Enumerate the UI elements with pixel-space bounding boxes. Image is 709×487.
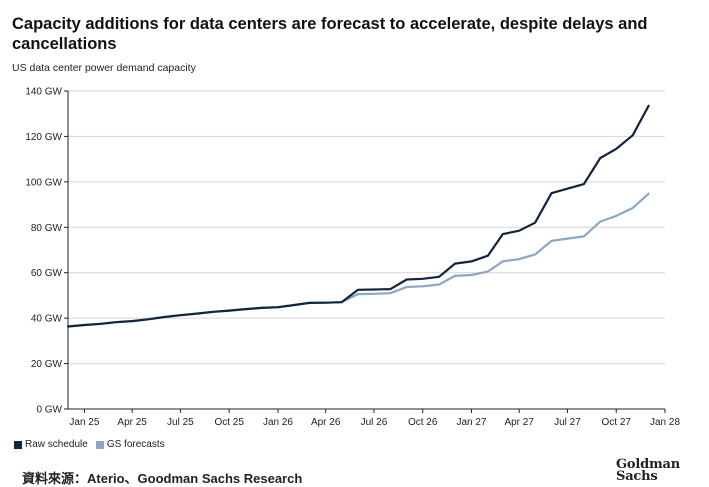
series-lines [66,104,650,328]
chart-title: Capacity additions for data centers are … [12,15,648,53]
source-note: 資料來源：Aterio、Goodman Sachs Research [22,471,303,486]
legend-swatch-gs-forecasts [95,440,104,449]
y-tick-label: 100 GW [25,177,62,188]
x-tick-label: Jan 27 [456,417,486,428]
x-tick-label: Jul 27 [554,417,581,428]
axes: 0 GW 20 GW 40 GW 60 GW 80 GW 100 GW 120 GW 140 … [25,87,680,429]
x-tick-label: Apr 26 [311,417,341,428]
x-tick-label: Jan 26 [263,417,293,428]
legend-label-raw-schedule: Raw schedule [25,439,88,450]
gridlines [68,90,665,365]
y-tick-label: 80 GW [31,223,63,234]
x-tick-label: Apr 27 [504,417,534,428]
logo-line-1: Goldman [616,457,681,472]
series-line-raw-schedule [66,104,650,328]
legend-label-gs-forecasts: GS forecasts [106,439,165,450]
y-tick-label: 120 GW [25,132,62,143]
legend-item-raw-schedule: Raw schedule [14,439,88,450]
x-tick-label: Oct 27 [601,417,631,428]
logo-line-2: Sachs [616,469,658,484]
x-tick-label: Oct 25 [214,417,244,428]
chart-subtitle: US data center power demand capacity [12,62,196,74]
y-tick-label: 60 GW [31,268,63,279]
y-tick-label: 40 GW [31,314,63,325]
x-tick-label: Jan 25 [69,417,99,428]
legend-item-gs-forecasts: GS forecasts [95,439,165,450]
y-tick-label: 0 GW [36,405,62,416]
x-tick-label: Jan 28 [650,417,680,428]
legend: Raw schedule GS forecasts [14,439,173,450]
y-tick-label: 20 GW [31,359,63,370]
x-tick-label: Jul 26 [361,417,388,428]
series-line-gs-forecasts [66,192,650,328]
x-tick-label: Apr 25 [117,417,147,428]
x-tick-label: Jul 25 [167,417,194,428]
x-tick-label: Oct 26 [408,417,438,428]
legend-swatch-raw-schedule [14,440,22,449]
y-tick-label: 140 GW [25,87,62,98]
goldman-sachs-logo: Goldman Sachs [616,457,681,484]
